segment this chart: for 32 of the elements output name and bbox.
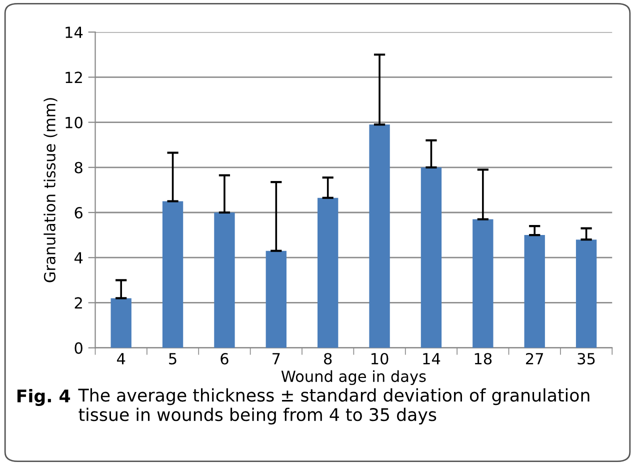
x-tick-label: 4 xyxy=(116,353,126,364)
x-tick-label: 5 xyxy=(169,353,176,365)
bar xyxy=(214,212,235,348)
bar xyxy=(576,240,597,348)
y-tick-label: 2 xyxy=(74,297,82,309)
bar xyxy=(369,124,390,348)
x-tick-label: 35 xyxy=(578,352,595,365)
y-tick-label: 6 xyxy=(74,206,82,219)
y-tick-label: 4 xyxy=(74,252,83,264)
y-tick-label: 14 xyxy=(66,26,83,38)
bar xyxy=(524,235,545,348)
bar xyxy=(266,250,286,348)
y-axis-title: Granulation tissue (mm) xyxy=(44,98,58,282)
text: The average thickness ± standard deviation of granulation tissue in wounds being from 4 to 35 days xyxy=(78,388,590,425)
y-tick-label: 10 xyxy=(66,116,82,128)
bar xyxy=(110,298,132,348)
bar xyxy=(318,198,338,348)
x-axis-title: Wound age in days xyxy=(281,370,426,386)
bar xyxy=(420,167,442,348)
bar xyxy=(162,201,184,348)
x-tick-label: 6 xyxy=(220,352,228,365)
bar xyxy=(472,219,494,348)
caption: Fig. 4 xyxy=(17,389,70,406)
x-tick-label: 10 xyxy=(371,352,388,365)
x-tick-label: 7 xyxy=(272,353,280,364)
y-tick-label: 8 xyxy=(74,162,82,174)
x-tick-label: 14 xyxy=(423,353,440,364)
x-tick-label: 18 xyxy=(474,352,492,365)
x-tick-label: 27 xyxy=(526,352,544,364)
x-tick-label: 8 xyxy=(324,352,332,365)
y-tick-label: 0 xyxy=(74,342,82,354)
y-tick-label: 12 xyxy=(66,72,82,83)
